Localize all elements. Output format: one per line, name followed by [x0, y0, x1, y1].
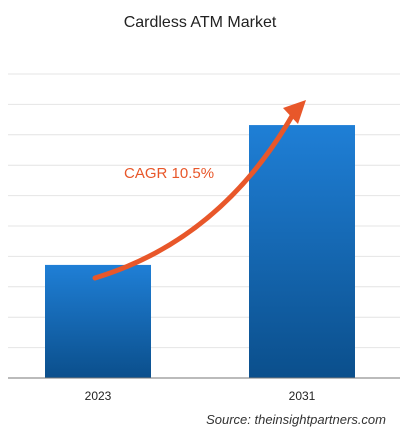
bars [45, 125, 355, 379]
x-tick-label-2023: 2023 [85, 389, 112, 403]
x-tick-labels: 2023 2031 [85, 389, 316, 403]
growth-arrow [92, 113, 295, 281]
arrow-head-icon [283, 100, 306, 124]
chart-title: Cardless ATM Market [123, 14, 277, 31]
x-tick-label-2031: 2031 [289, 389, 316, 403]
bar-2023 [45, 264, 151, 378]
source-note: Source: theinsightpartners.com [206, 412, 386, 427]
cagr-annotation: CAGR 10.5% [124, 165, 214, 182]
bar-2031 [249, 125, 355, 379]
